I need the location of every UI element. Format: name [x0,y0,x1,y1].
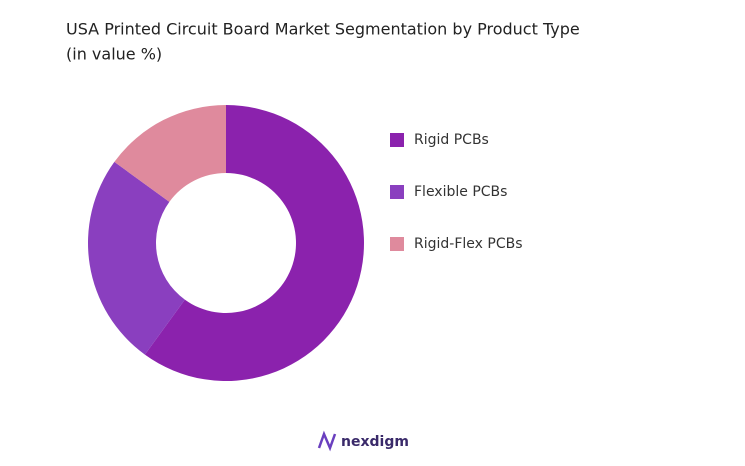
legend-swatch [390,133,404,147]
brand-name: nexdigm [341,434,409,450]
legend-label: Rigid PCBs [414,132,489,148]
donut-slice [88,161,185,355]
donut-slice [114,105,226,202]
brand-logo: nexdigm [317,430,409,452]
donut-slice [144,105,364,381]
chart-subtitle: (in value %) [66,45,162,64]
legend-swatch [390,237,404,251]
legend-label: Rigid-Flex PCBs [414,236,523,252]
legend-label: Flexible PCBs [414,184,507,200]
chart-title: USA Printed Circuit Board Market Segment… [66,20,580,39]
legend-swatch [390,185,404,199]
brand-icon [317,430,337,452]
